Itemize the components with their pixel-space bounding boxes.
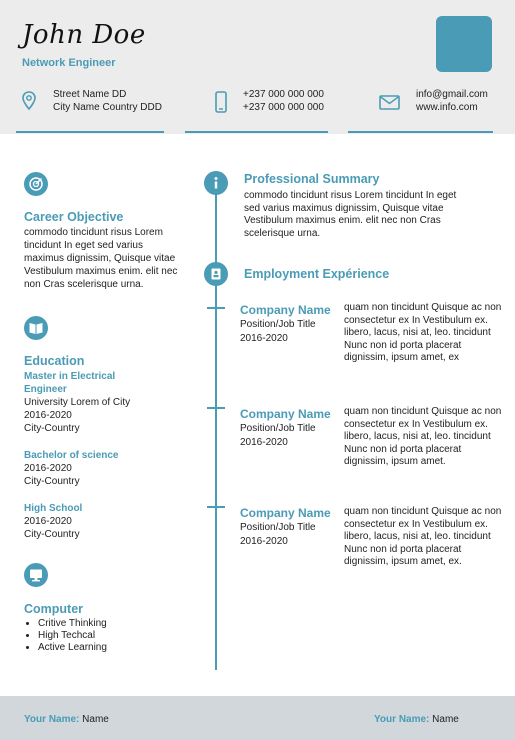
skill-item: High Techcal xyxy=(38,630,184,642)
profile-photo-placeholder xyxy=(436,16,492,72)
company-name: Company Name xyxy=(240,407,331,421)
mail-icon xyxy=(379,95,400,110)
footer-right: Your Name: Name xyxy=(374,714,459,725)
computer-title: Computer xyxy=(24,602,84,616)
career-objective-text: commodo tincidunt risus Lorem tincidunt … xyxy=(24,227,178,290)
target-icon xyxy=(24,172,48,196)
book-icon xyxy=(24,316,48,340)
info-icon xyxy=(204,171,228,195)
footer xyxy=(0,696,515,740)
address: Street Name DD City Name Country DDD xyxy=(53,88,162,114)
web-contact: info@gmail.com www.info.com xyxy=(416,88,488,114)
degree: Bachelor of science xyxy=(24,450,119,461)
place: City-Country xyxy=(24,529,80,540)
website[interactable]: www.info.com xyxy=(416,102,478,113)
school: University Lorem of City xyxy=(24,397,131,408)
computer-section: Computer Critive Thinking High Techcal A… xyxy=(24,603,184,654)
email-address[interactable]: info@gmail.com xyxy=(416,89,488,100)
person-name: John Doe xyxy=(22,20,146,50)
education-item: Bachelor of science 2016-2020 City-Count… xyxy=(24,449,184,488)
phone-2: +237 000 000 000 xyxy=(243,102,324,113)
skills-list: Critive Thinking High Techcal Active Lea… xyxy=(24,618,184,654)
monitor-icon xyxy=(24,563,48,587)
timeline-line xyxy=(215,180,217,670)
education-title: Education xyxy=(24,354,85,368)
skill-item: Critive Thinking xyxy=(38,618,184,630)
job-position: Position/Job Title xyxy=(240,522,316,533)
phones: +237 000 000 000 +237 000 000 000 xyxy=(243,88,324,114)
footer-right-value: Name xyxy=(432,714,459,725)
address-line-2: City Name Country DDD xyxy=(53,102,162,113)
footer-left: Your Name: Name xyxy=(24,714,109,725)
professional-summary-title: Professional Summary xyxy=(244,172,380,186)
years: 2016-2020 xyxy=(24,410,72,421)
company-name: Company Name xyxy=(240,506,331,520)
phone-icon xyxy=(215,91,227,113)
job-position: Position/Job Title xyxy=(240,319,316,330)
education-section: Education Master in Electrical Engineer … xyxy=(24,355,184,541)
place: City-Country xyxy=(24,423,80,434)
place: City-Country xyxy=(24,476,80,487)
footer-left-label: Your Name: xyxy=(24,714,80,725)
professional-summary-text: commodo tincidunt risus Lorem tincidunt … xyxy=(244,190,457,239)
job-description: quam non tincidunt Quisque ac non consec… xyxy=(344,406,502,467)
job-role: Network Engineer xyxy=(22,57,116,69)
phone-underline xyxy=(185,131,328,133)
footer-left-value: Name xyxy=(82,714,109,725)
timeline-tick xyxy=(207,407,225,409)
job-meta: Position/Job Title 2016-2020 xyxy=(240,521,316,548)
job-meta: Position/Job Title 2016-2020 xyxy=(240,318,316,345)
career-objective-section: Career Objective commodo tincidunt risus… xyxy=(24,211,184,291)
timeline-tick xyxy=(207,307,225,309)
job-position: Position/Job Title xyxy=(240,423,316,434)
location-icon xyxy=(22,91,36,111)
years: 2016-2020 xyxy=(24,516,72,527)
job-description: quam non tincidunt Quisque ac non consec… xyxy=(344,506,502,567)
degree: High School xyxy=(24,503,83,514)
job-years: 2016-2020 xyxy=(240,535,288,547)
job-years: 2016-2020 xyxy=(240,436,288,448)
address-underline xyxy=(16,131,164,133)
badge-icon xyxy=(204,262,228,286)
footer-right-label: Your Name: xyxy=(374,714,430,725)
phone-1: +237 000 000 000 xyxy=(243,89,324,100)
job-meta: Position/Job Title 2016-2020 xyxy=(240,422,316,449)
employment-title: Employment Expérience xyxy=(244,267,390,281)
education-item: Master in Electrical Engineer University… xyxy=(24,370,134,435)
years: 2016-2020 xyxy=(24,463,72,474)
skill-item: Active Learning xyxy=(38,642,184,654)
job-description: quam non tincidunt Quisque ac non consec… xyxy=(344,302,502,363)
web-underline xyxy=(348,131,493,133)
header xyxy=(0,0,515,134)
company-name: Company Name xyxy=(240,303,331,317)
address-line-1: Street Name DD xyxy=(53,89,127,100)
degree: Master in Electrical Engineer xyxy=(24,371,116,395)
timeline-tick xyxy=(207,506,225,508)
career-objective-title: Career Objective xyxy=(24,210,124,224)
education-item: High School 2016-2020 City-Country xyxy=(24,502,184,541)
job-years: 2016-2020 xyxy=(240,332,288,344)
